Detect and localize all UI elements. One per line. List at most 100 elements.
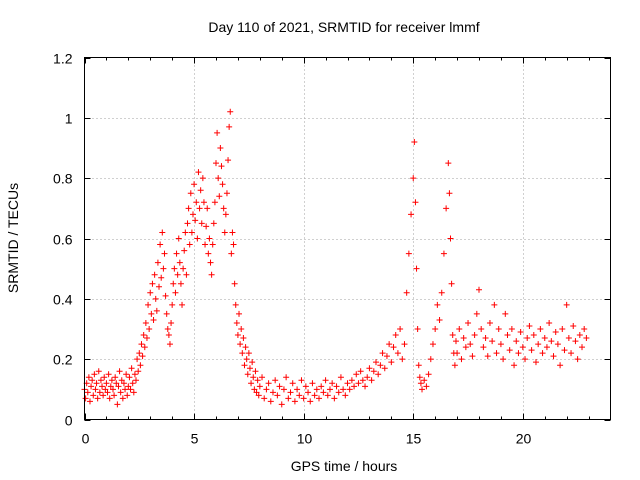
- x-axis-tick-labels: 0 5 10 15 20: [82, 431, 532, 447]
- data-point: [100, 392, 107, 399]
- data-point: [105, 371, 112, 378]
- data-point: [126, 374, 133, 381]
- data-point: [145, 301, 152, 308]
- data-point: [142, 319, 149, 326]
- data-point: [215, 175, 222, 182]
- data-point: [90, 392, 97, 399]
- data-point: [493, 350, 500, 357]
- data-point: [255, 392, 262, 399]
- data-point: [491, 301, 498, 308]
- data-point: [248, 380, 255, 387]
- data-point: [432, 326, 439, 332]
- data-point: [375, 371, 382, 378]
- data-point: [309, 380, 316, 387]
- data-point: [379, 350, 386, 357]
- data-point: [427, 356, 434, 363]
- data-point: [359, 377, 366, 384]
- data-point: [113, 380, 120, 387]
- data-point: [346, 386, 353, 393]
- data-point: [241, 362, 248, 369]
- data-point: [109, 386, 116, 393]
- data-point: [413, 265, 420, 272]
- data-point: [557, 362, 564, 369]
- data-point: [206, 235, 213, 242]
- data-point: [581, 326, 588, 332]
- data-point: [548, 338, 555, 345]
- data-point: [253, 389, 260, 396]
- data-point: [388, 359, 395, 366]
- data-point: [240, 335, 247, 342]
- data-point: [92, 386, 99, 393]
- data-point: [179, 301, 186, 308]
- data-point: [362, 383, 369, 390]
- data-point: [394, 350, 401, 357]
- data-point: [484, 353, 491, 360]
- data-point: [502, 310, 509, 317]
- data-point: [563, 301, 570, 308]
- data-point: [196, 205, 203, 212]
- data-point: [414, 326, 421, 332]
- data-point: [340, 386, 347, 393]
- y-tick-label: 0: [65, 413, 73, 429]
- data-point: [198, 220, 205, 227]
- data-point: [101, 374, 108, 381]
- data-point: [88, 383, 95, 390]
- data-point: [368, 377, 375, 384]
- axis-ticks: [84, 57, 611, 421]
- data-point: [187, 190, 194, 197]
- data-point: [434, 301, 441, 308]
- data-point: [130, 389, 137, 396]
- data-point: [576, 332, 583, 339]
- data-point: [495, 326, 502, 332]
- data-point: [421, 377, 428, 384]
- data-point: [252, 368, 259, 375]
- data-point: [537, 326, 544, 332]
- chart-title: Day 110 of 2021, SRMTID for receiver lmm…: [208, 19, 479, 35]
- data-point: [150, 316, 157, 323]
- data-point: [543, 344, 550, 351]
- data-point: [207, 259, 214, 266]
- data-point: [423, 383, 430, 390]
- data-point: [408, 211, 415, 218]
- data-point: [313, 386, 320, 393]
- data-point: [197, 187, 204, 194]
- data-point: [133, 377, 140, 384]
- data-point: [161, 250, 168, 257]
- data-point: [316, 395, 323, 402]
- data-point: [138, 341, 145, 348]
- data-point: [147, 289, 154, 296]
- data-point: [203, 223, 210, 230]
- data-point: [89, 377, 96, 384]
- data-point: [445, 160, 452, 167]
- data-point: [265, 380, 272, 387]
- data-point: [511, 362, 518, 369]
- data-point: [170, 280, 177, 287]
- plot-frame: [84, 57, 611, 420]
- x-tick-label: 0: [82, 431, 90, 447]
- data-point: [337, 374, 344, 381]
- data-point: [451, 362, 458, 369]
- data-point: [195, 169, 202, 176]
- x-axis-label: GPS time / hours: [291, 458, 398, 474]
- data-point: [522, 356, 529, 363]
- data-point: [465, 319, 472, 326]
- data-point: [159, 229, 166, 236]
- data-point: [231, 280, 238, 287]
- data-point: [526, 322, 533, 329]
- data-point: [166, 341, 173, 348]
- data-point: [193, 199, 200, 206]
- data-point: [219, 181, 226, 188]
- data-point: [120, 380, 127, 387]
- data-point: [392, 332, 399, 339]
- data-point: [158, 274, 165, 281]
- data-point: [234, 332, 241, 339]
- data-point: [267, 398, 274, 405]
- data-point: [146, 326, 153, 332]
- data-point: [216, 193, 223, 200]
- data-point: [125, 383, 132, 390]
- data-point: [246, 365, 253, 372]
- data-point: [177, 280, 184, 287]
- data-point: [141, 344, 148, 351]
- data-point: [111, 392, 118, 399]
- data-point: [148, 310, 155, 317]
